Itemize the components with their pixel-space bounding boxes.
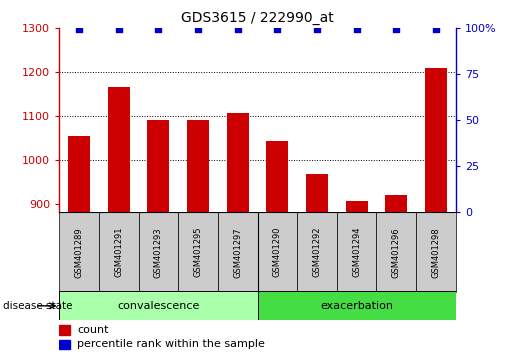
- Bar: [376, 212, 416, 292]
- Bar: [227, 113, 249, 212]
- Point: [352, 27, 360, 32]
- Bar: [306, 174, 328, 212]
- Point: [273, 27, 281, 32]
- Text: convalescence: convalescence: [117, 301, 199, 311]
- Bar: [59, 212, 99, 292]
- Bar: [68, 136, 90, 212]
- Bar: [337, 212, 376, 292]
- Bar: [425, 68, 447, 212]
- Bar: [59, 325, 71, 335]
- Point: [432, 27, 440, 32]
- Bar: [108, 87, 130, 212]
- Text: exacerbation: exacerbation: [320, 301, 393, 311]
- Bar: [218, 212, 258, 292]
- Bar: [59, 340, 71, 349]
- Text: GSM401289: GSM401289: [75, 227, 83, 278]
- Text: count: count: [77, 325, 109, 335]
- Text: GSM401293: GSM401293: [154, 227, 163, 278]
- Point: [194, 27, 202, 32]
- Bar: [297, 212, 337, 292]
- Text: GSM401295: GSM401295: [194, 227, 202, 278]
- Text: GSM401292: GSM401292: [313, 227, 321, 278]
- Bar: [346, 201, 368, 212]
- Text: GSM401291: GSM401291: [114, 227, 123, 278]
- Text: GSM401294: GSM401294: [352, 227, 361, 278]
- Title: GDS3615 / 222990_at: GDS3615 / 222990_at: [181, 11, 334, 24]
- Point: [392, 27, 401, 32]
- Text: disease state: disease state: [3, 301, 72, 311]
- Text: GSM401298: GSM401298: [432, 227, 440, 278]
- Text: GSM401296: GSM401296: [392, 227, 401, 278]
- Point: [75, 27, 83, 32]
- Point: [154, 27, 162, 32]
- Bar: [385, 195, 407, 212]
- Text: GSM401297: GSM401297: [233, 227, 242, 278]
- Bar: [266, 141, 288, 212]
- Bar: [59, 291, 258, 320]
- Bar: [139, 212, 178, 292]
- Bar: [258, 291, 456, 320]
- Point: [313, 27, 321, 32]
- Bar: [178, 212, 218, 292]
- Bar: [147, 120, 169, 212]
- Text: percentile rank within the sample: percentile rank within the sample: [77, 339, 265, 349]
- Bar: [416, 212, 456, 292]
- Text: GSM401290: GSM401290: [273, 227, 282, 278]
- Bar: [99, 212, 139, 292]
- Point: [233, 27, 242, 32]
- Bar: [258, 212, 297, 292]
- Bar: [187, 120, 209, 212]
- Point: [114, 27, 123, 32]
